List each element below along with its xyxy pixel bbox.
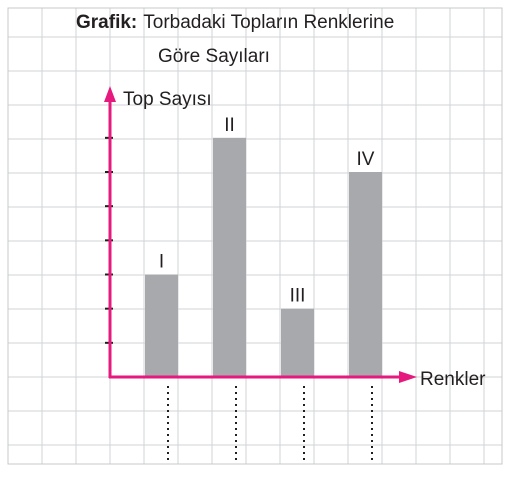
y-axis-arrow xyxy=(104,86,116,102)
bar xyxy=(281,308,314,377)
chart-title: Grafik: Torbadaki Topların Renklerine xyxy=(76,12,394,33)
x-axis-label: Renkler xyxy=(420,369,486,390)
background-grid xyxy=(8,8,502,464)
bar xyxy=(349,172,382,377)
x-axis-arrow xyxy=(399,371,417,383)
bar xyxy=(213,137,246,377)
bar-category-label: I xyxy=(159,252,164,273)
title-label: Grafik: xyxy=(76,12,137,33)
grid-border xyxy=(7,7,503,465)
bar-category-label: II xyxy=(224,115,235,136)
title-line: Torbadaki Topların Renklerine xyxy=(143,12,394,33)
bar xyxy=(145,274,178,377)
y-axis-label: Top Sayısı xyxy=(123,89,212,110)
bar-category-label: IV xyxy=(357,149,375,170)
title-line: Göre Sayıları xyxy=(158,46,270,67)
bar-category-label: III xyxy=(290,286,306,307)
